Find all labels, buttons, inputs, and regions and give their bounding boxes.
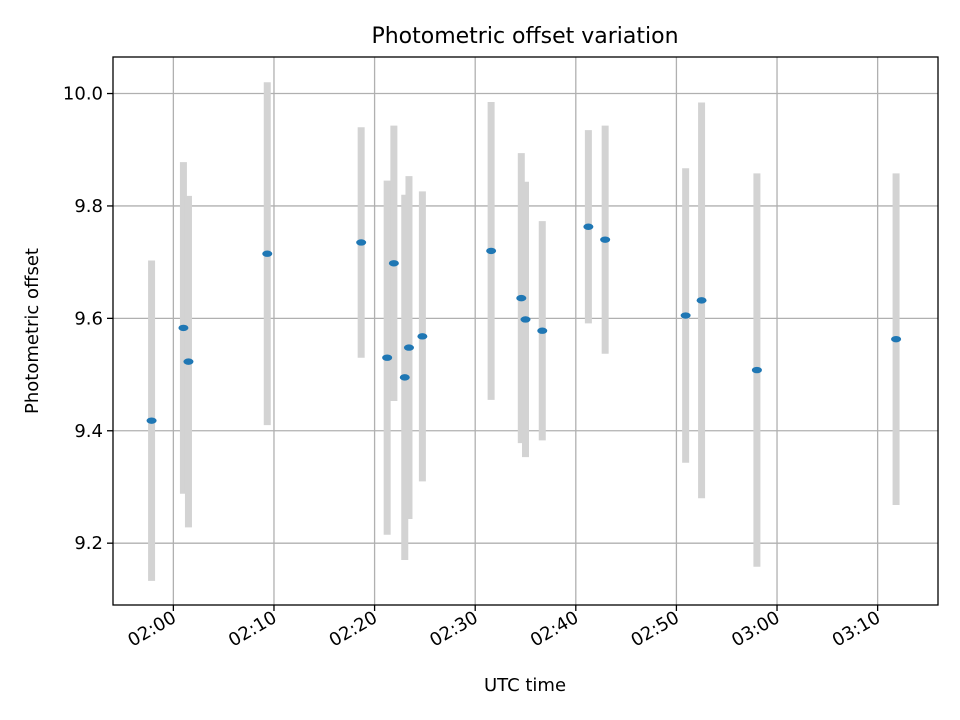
data-point bbox=[696, 297, 707, 304]
data-point bbox=[388, 260, 399, 267]
y-tick-label: 9.4 bbox=[74, 421, 103, 442]
data-point bbox=[356, 239, 367, 246]
data-point bbox=[382, 354, 393, 361]
chart-title: Photometric offset variation bbox=[371, 24, 678, 49]
data-point bbox=[262, 250, 273, 257]
y-tick-label: 9.2 bbox=[74, 533, 103, 554]
data-point bbox=[891, 335, 902, 343]
data-point bbox=[600, 236, 611, 243]
data-point bbox=[516, 294, 527, 302]
data-point bbox=[178, 324, 189, 332]
plot-area-frame bbox=[112, 56, 939, 606]
data-point bbox=[399, 374, 410, 381]
data-point bbox=[146, 417, 157, 424]
y-tick-label: 10.0 bbox=[63, 84, 103, 105]
data-point bbox=[417, 333, 428, 340]
x-axis-label: UTC time bbox=[484, 675, 566, 696]
data-point bbox=[183, 358, 194, 365]
data-point bbox=[583, 223, 594, 230]
y-axis-ticks: 9.2 9.4 9.6 9.8 10.0 bbox=[63, 84, 113, 554]
data-point bbox=[680, 312, 691, 319]
data-point bbox=[520, 316, 531, 323]
data-point bbox=[751, 366, 762, 374]
grid bbox=[113, 57, 938, 605]
y-axis-label: Photometric offset bbox=[22, 248, 43, 414]
data-point bbox=[486, 247, 497, 255]
y-tick-label: 9.8 bbox=[74, 196, 103, 217]
data-point bbox=[403, 344, 414, 351]
y-tick-label: 9.6 bbox=[74, 308, 103, 329]
data-points bbox=[146, 223, 902, 424]
data-point bbox=[537, 327, 548, 334]
